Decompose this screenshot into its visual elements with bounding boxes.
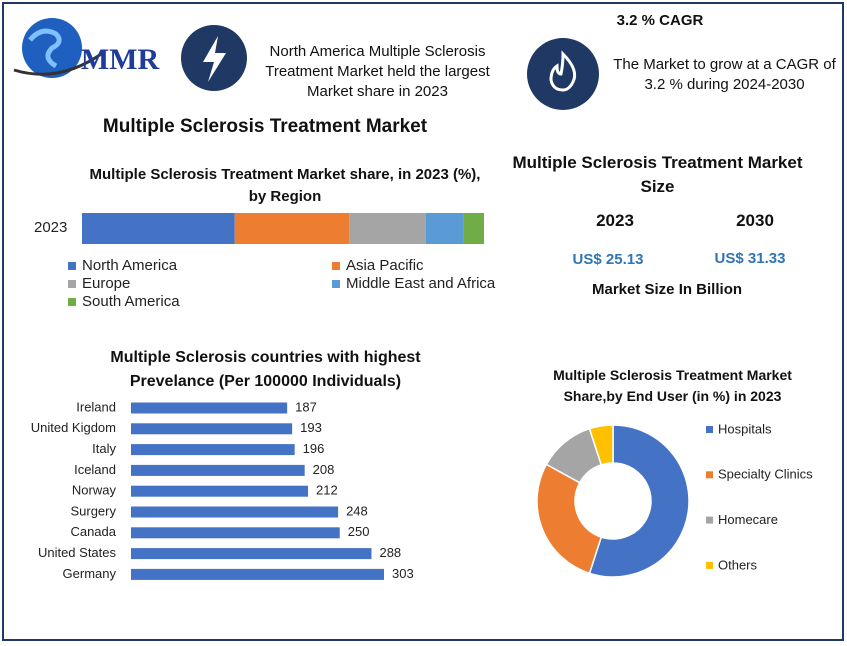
category-label: 2023 bbox=[34, 219, 67, 236]
size-value: US$ 31.33 bbox=[714, 250, 786, 267]
category-label: Ireland bbox=[76, 399, 116, 414]
donut-slice bbox=[588, 424, 690, 578]
legend-swatch bbox=[68, 280, 76, 288]
bar bbox=[131, 444, 295, 456]
legend-swatch bbox=[706, 561, 713, 569]
bolt bbox=[203, 36, 226, 82]
value-label: 212 bbox=[316, 483, 338, 498]
size-year: 2023 bbox=[596, 211, 634, 230]
category-label: Germany bbox=[63, 566, 117, 581]
bar-segment bbox=[425, 213, 464, 244]
value-label: 193 bbox=[300, 420, 322, 435]
bar bbox=[131, 464, 305, 476]
value-label: 196 bbox=[303, 441, 325, 456]
value-label: 187 bbox=[295, 399, 317, 414]
bar bbox=[131, 527, 340, 539]
heading: Multiple Sclerosis Treatment Market bbox=[102, 116, 428, 137]
logo-text: MMR bbox=[81, 43, 160, 76]
legend-swatch bbox=[706, 516, 713, 524]
bar-segment bbox=[463, 213, 484, 244]
bar bbox=[131, 423, 293, 435]
category-label: United States bbox=[38, 545, 117, 560]
bar bbox=[131, 548, 372, 560]
size-year: 2030 bbox=[736, 211, 774, 230]
donut-slice bbox=[536, 463, 603, 575]
legend-label: South America bbox=[82, 293, 180, 310]
legend-swatch bbox=[68, 298, 76, 306]
legend-swatch bbox=[706, 426, 713, 433]
legend-label: Others bbox=[718, 557, 758, 572]
legend-swatch bbox=[332, 262, 340, 270]
legend-label: Specialty Clinics bbox=[718, 467, 813, 482]
legend-swatch bbox=[68, 262, 76, 270]
highlight: North America Multiple Sclerosis Treatme… bbox=[265, 43, 490, 100]
bar-segment bbox=[234, 213, 350, 244]
logo-land bbox=[28, 28, 62, 69]
chart-title: Multiple Sclerosis Treatment Market shar… bbox=[89, 166, 481, 205]
icon-flame bbox=[527, 38, 599, 110]
bar bbox=[131, 485, 309, 497]
category-label: Italy bbox=[92, 441, 116, 456]
legend-label: North America bbox=[82, 257, 178, 274]
category-label: Surgery bbox=[70, 503, 116, 518]
logo-swoosh bbox=[13, 50, 105, 76]
category-label: Norway bbox=[72, 483, 117, 498]
bar-segment bbox=[349, 213, 426, 244]
bar bbox=[131, 568, 384, 580]
legend-label: Europe bbox=[82, 275, 130, 292]
value-label: 250 bbox=[348, 524, 370, 539]
chart-title: Multiple Sclerosis countries with highes… bbox=[110, 349, 421, 390]
flame bbox=[549, 50, 577, 92]
size-title: Multiple Sclerosis Treatment Market Size bbox=[512, 153, 803, 196]
value-label: 208 bbox=[313, 462, 335, 477]
bar bbox=[131, 402, 288, 414]
value-label: 288 bbox=[379, 545, 401, 560]
legend-swatch bbox=[706, 471, 713, 479]
cagr-text: The Market to grow at a CAGR of 3.2 % du… bbox=[613, 56, 836, 93]
category-label: United Kigdom bbox=[31, 420, 116, 435]
legend-label: Middle East and Africa bbox=[346, 275, 496, 292]
legend-label: Hospitals bbox=[718, 421, 772, 436]
category-label: Iceland bbox=[74, 462, 116, 477]
donut-slice bbox=[588, 424, 614, 466]
category-label: Canada bbox=[70, 524, 116, 539]
size-value: US$ 25.13 bbox=[572, 251, 644, 268]
legend-label: Asia Pacific bbox=[346, 257, 424, 274]
value-label: 248 bbox=[346, 503, 368, 518]
legend-label: Homecare bbox=[718, 512, 778, 527]
cagr-title: 3.2 % CAGR bbox=[616, 12, 704, 29]
value-label: 303 bbox=[392, 566, 414, 581]
size-note: Market Size In Billion bbox=[591, 281, 743, 298]
legend-swatch bbox=[332, 280, 340, 288]
bar-segment bbox=[82, 213, 235, 244]
chart-title: Multiple Sclerosis Treatment Market Shar… bbox=[553, 367, 792, 404]
bar bbox=[131, 506, 339, 518]
